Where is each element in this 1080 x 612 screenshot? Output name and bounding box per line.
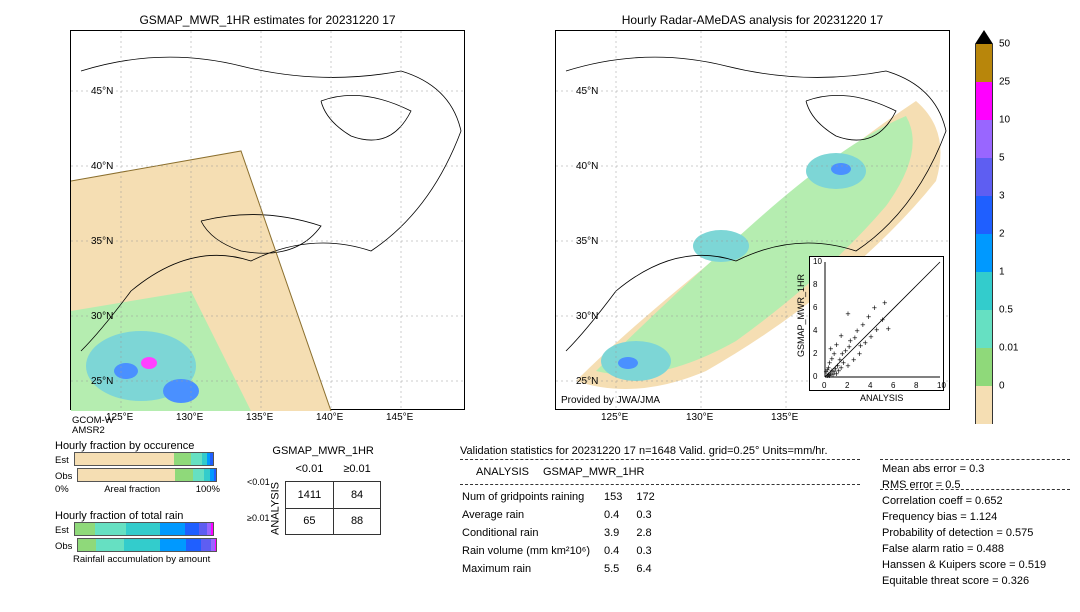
left-map-footnote2: AMSR2 bbox=[72, 425, 105, 436]
scatter-inset: ++++++++++++++++++++++++++++++++++++++++… bbox=[809, 256, 944, 391]
x1: 100% bbox=[196, 484, 220, 495]
lon-tick: 145°E bbox=[386, 412, 413, 423]
colorbar: 50251053210.50.010 bbox=[975, 30, 993, 424]
lat-tick: 25°N bbox=[576, 376, 598, 387]
validation-stats-left: Validation statistics for 20231220 17 n=… bbox=[460, 445, 860, 579]
lat-tick: 40°N bbox=[91, 161, 113, 172]
lon-tick: 125°E bbox=[601, 412, 628, 423]
ct-r1c1: 1411 bbox=[286, 482, 334, 509]
lat-tick: 30°N bbox=[91, 311, 113, 322]
ct-row2-label: ≥0.01 bbox=[247, 513, 269, 523]
est-label: Est bbox=[55, 525, 69, 536]
fraction-occurrence-title: Hourly fraction by occurence bbox=[55, 440, 220, 452]
ct-row1-label: <0.01 bbox=[247, 477, 270, 487]
lat-tick: 35°N bbox=[576, 236, 598, 247]
lon-tick: 140°E bbox=[316, 412, 343, 423]
val-h1: ANALYSIS bbox=[476, 464, 541, 480]
lat-tick: 45°N bbox=[576, 86, 598, 97]
fraction-total: Hourly fraction of total rain Est Obs Ra… bbox=[55, 510, 217, 565]
obs-label: Obs bbox=[55, 541, 72, 552]
validation-stats-right: Mean abs error = 0.3RMS error = 0.5Corre… bbox=[880, 460, 1048, 590]
right-map-title: Hourly Radar-AMeDAS analysis for 2023122… bbox=[556, 13, 949, 27]
left-map-title: GSMAP_MWR_1HR estimates for 20231220 17 bbox=[71, 13, 464, 27]
ct-col1: <0.01 bbox=[286, 457, 334, 482]
ct-col2: ≥0.01 bbox=[333, 457, 380, 482]
lon-tick: 135°E bbox=[771, 412, 798, 423]
ct-ylabel: ANALYSIS bbox=[270, 482, 282, 535]
lon-tick: 135°E bbox=[246, 412, 273, 423]
lat-tick: 25°N bbox=[91, 376, 113, 387]
xaxis: Areal fraction bbox=[104, 484, 160, 495]
lon-tick: 130°E bbox=[176, 412, 203, 423]
obs-label: Obs bbox=[55, 471, 72, 482]
left-map-svg bbox=[71, 31, 466, 411]
right-map-panel: Hourly Radar-AMeDAS analysis for 2023122… bbox=[555, 30, 950, 410]
ct-r2c2: 88 bbox=[333, 508, 380, 535]
lat-tick: 30°N bbox=[576, 311, 598, 322]
lat-tick: 35°N bbox=[91, 236, 113, 247]
validation-title: Validation statistics for 20231220 17 n=… bbox=[460, 445, 860, 457]
figure-root: GSMAP_MWR_1HR estimates for 20231220 17 bbox=[0, 0, 1080, 612]
ct-r1c2: 84 bbox=[333, 482, 380, 509]
scatter-ylabel: GSMAP_MWR_1HR bbox=[796, 274, 806, 357]
x0: 0% bbox=[55, 484, 69, 495]
fraction-occurrence: Hourly fraction by occurence Est Obs 0% A… bbox=[55, 440, 220, 495]
val-h2: GSMAP_MWR_1HR bbox=[543, 464, 656, 480]
lat-tick: 45°N bbox=[91, 86, 113, 97]
ct-r2c1: 65 bbox=[286, 508, 334, 535]
fraction-total-title: Hourly fraction of total rain bbox=[55, 510, 217, 522]
left-map-panel: GSMAP_MWR_1HR estimates for 20231220 17 bbox=[70, 30, 465, 410]
contingency-title: GSMAP_MWR_1HR bbox=[265, 445, 381, 457]
contingency-table: GSMAP_MWR_1HR <0.01≥0.01 ANALYSIS 1411 8… bbox=[265, 445, 381, 535]
lon-tick: 130°E bbox=[686, 412, 713, 423]
est-label: Est bbox=[55, 455, 69, 466]
scatter-xlabel: ANALYSIS bbox=[860, 393, 903, 403]
right-map-attribution: Provided by JWA/JMA bbox=[561, 395, 660, 406]
accum-label: Rainfall accumulation by amount bbox=[73, 554, 217, 565]
lat-tick: 40°N bbox=[576, 161, 598, 172]
